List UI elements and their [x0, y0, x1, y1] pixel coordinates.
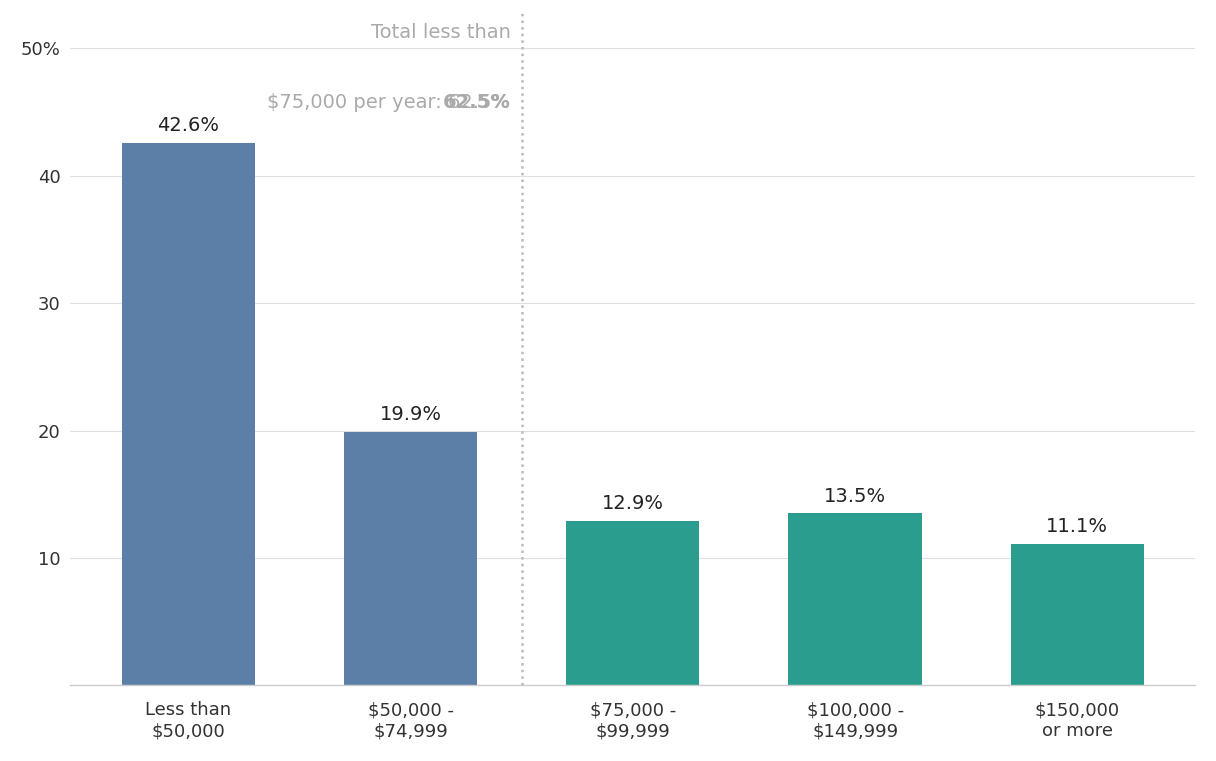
- Text: 12.9%: 12.9%: [602, 495, 664, 514]
- Text: 13.5%: 13.5%: [824, 487, 886, 506]
- Text: Total less than: Total less than: [371, 23, 511, 42]
- Text: 19.9%: 19.9%: [379, 405, 441, 424]
- Bar: [1010, 544, 1144, 686]
- Text: 42.6%: 42.6%: [157, 116, 219, 135]
- Bar: [122, 142, 255, 686]
- Bar: [567, 521, 699, 686]
- Text: 62.5%: 62.5%: [443, 93, 511, 112]
- Text: $75,000 per year: 62.5%: $75,000 per year: 62.5%: [268, 93, 511, 112]
- Bar: [344, 432, 477, 686]
- Text: 11.1%: 11.1%: [1046, 517, 1108, 537]
- Bar: [788, 514, 922, 686]
